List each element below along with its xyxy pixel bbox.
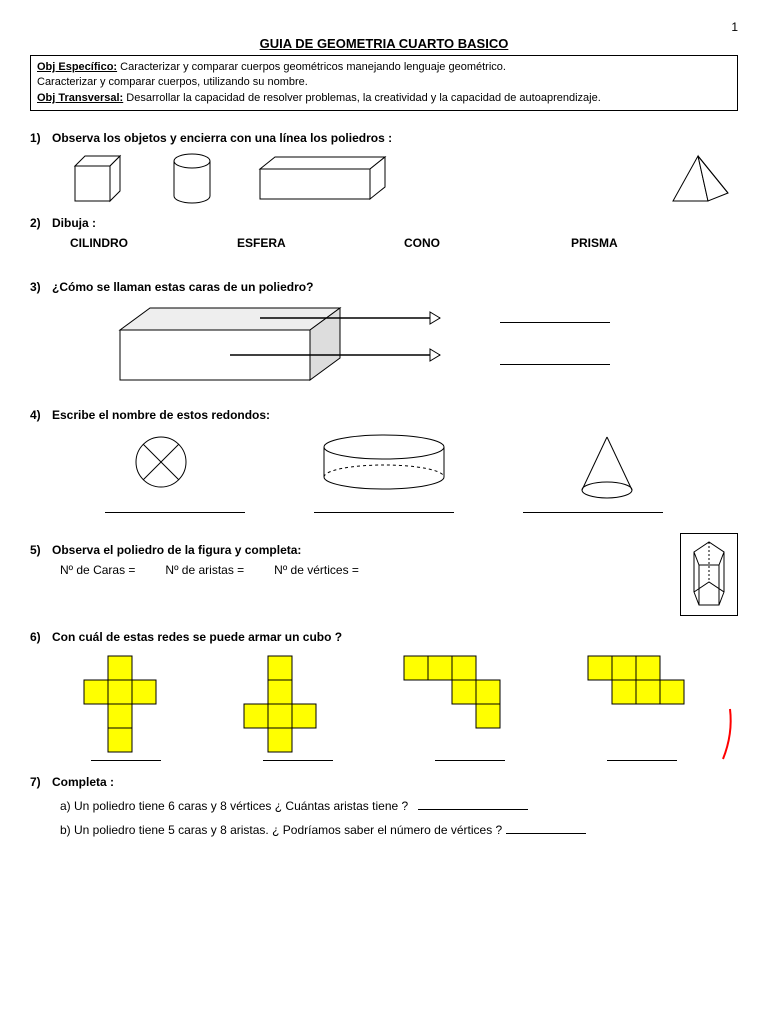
- obj-trans-label: Obj Transversal:: [37, 92, 123, 104]
- pyramid-icon: [668, 151, 738, 206]
- q3: 3) ¿Cómo se llaman estas caras de un pol…: [30, 280, 738, 294]
- page-number: 1: [30, 20, 738, 34]
- doc-title: GUIA DE GEOMETRIA CUARTO BASICO: [30, 36, 738, 51]
- obj-esp-line2: Caracterizar y comparar cuerpos, utiliza…: [37, 75, 731, 90]
- objectives-box: Obj Específico: Caracterizar y comparar …: [30, 55, 738, 111]
- prism-icon: [255, 154, 395, 204]
- flat-cylinder-icon: [314, 432, 454, 492]
- q2-label-3: PRISMA: [571, 236, 738, 250]
- q1-shapes: [30, 151, 738, 206]
- q2-text: Dibuja :: [52, 216, 96, 230]
- q5-figure-box: [680, 533, 738, 616]
- sphere-icon: [131, 432, 191, 492]
- cylinder-icon: [170, 151, 215, 206]
- net-3: [400, 654, 504, 734]
- net-1: [80, 654, 160, 754]
- obj-trans-text: Desarrollar la capacidad de resolver pro…: [123, 92, 601, 104]
- q2: 2) Dibuja :: [30, 216, 738, 230]
- q2-labels: CILINDRO ESFERA CONO PRISMA: [30, 236, 738, 250]
- q5-f1: Nº de Caras =: [60, 563, 135, 577]
- q1: 1) Observa los objetos y encierra con un…: [30, 131, 738, 145]
- q3-prism-arrows: [110, 300, 490, 390]
- q2-label-0: CILINDRO: [70, 236, 237, 250]
- q5-fields: Nº de Caras = Nº de aristas = Nº de vért…: [30, 563, 670, 577]
- q2-label-2: CONO: [404, 236, 571, 250]
- cone-icon: [577, 432, 637, 502]
- q6-blanks: [30, 760, 738, 761]
- q7-text: Completa :: [52, 775, 114, 789]
- q4-text: Escribe el nombre de estos redondos:: [52, 408, 270, 422]
- q3-text: ¿Cómo se llaman estas caras de un polied…: [52, 280, 313, 294]
- net-4: [584, 654, 688, 734]
- q5-num: 5): [30, 543, 52, 557]
- q5-f2: Nº de aristas =: [165, 563, 244, 577]
- q3-blanks: [500, 322, 610, 368]
- obj-esp-label: Obj Específico:: [37, 61, 117, 73]
- q6-num: 6): [30, 630, 52, 644]
- q4: 4) Escribe el nombre de estos redondos:: [30, 408, 738, 422]
- q2-label-1: ESFERA: [237, 236, 404, 250]
- q3-figure: [30, 300, 738, 390]
- q6-nets: [30, 654, 738, 754]
- cube-icon: [70, 151, 130, 206]
- q4-num: 4): [30, 408, 52, 422]
- q1-num: 1): [30, 131, 52, 145]
- q4-blanks: [30, 512, 738, 513]
- q7-num: 7): [30, 775, 52, 789]
- q1-text: Observa los objetos y encierra con una l…: [52, 131, 392, 145]
- net-2: [240, 654, 320, 754]
- red-mark-icon: [718, 704, 748, 764]
- q2-num: 2): [30, 216, 52, 230]
- q3-num: 3): [30, 280, 52, 294]
- pentagonal-prism-icon: [684, 537, 734, 612]
- q5: 5) Observa el poliedro de la figura y co…: [30, 533, 738, 616]
- q7-b: b) Un poliedro tiene 5 caras y 8 aristas…: [30, 823, 738, 837]
- q6: 6) Con cuál de estas redes se puede arma…: [30, 630, 738, 644]
- obj-esp-text: Caracterizar y comparar cuerpos geométri…: [117, 61, 506, 73]
- q5-text: Observa el poliedro de la figura y compl…: [52, 543, 301, 557]
- q7: 7) Completa :: [30, 775, 738, 789]
- q4-shapes: [30, 432, 738, 502]
- q6-text: Con cuál de estas redes se puede armar u…: [52, 630, 342, 644]
- q7-a: a) Un poliedro tiene 6 caras y 8 vértice…: [30, 799, 738, 813]
- q5-f3: Nº de vértices =: [274, 563, 359, 577]
